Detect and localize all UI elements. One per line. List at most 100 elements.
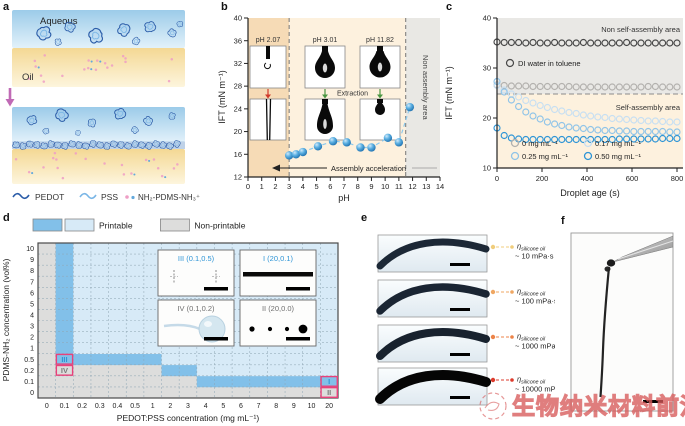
data-point [572,124,580,132]
data-point [515,82,523,90]
needle-icon [266,46,270,59]
y-axis-title: IFT (mN m⁻¹) [217,70,227,124]
phase-cell [320,342,339,355]
x-tick-label: 0 [495,174,499,183]
data-point [666,134,674,143]
y-tick-label: 30 [483,64,491,73]
legend-swatch [32,218,63,232]
phase-cell [73,331,92,343]
legend-marker-icon [505,58,515,68]
phase-cell [249,342,268,355]
x-tick-label: 1 [260,182,264,191]
data-point [644,117,652,125]
series-1 [493,81,681,91]
pss-squiggle-icon [79,192,97,200]
y-tick-label: 7 [30,279,34,286]
phase-cell [143,276,162,288]
data-point [651,117,659,125]
data-point [558,107,566,115]
data-point [666,83,674,91]
panel-label-d: d [3,212,10,224]
legend-marker-icon [583,138,593,148]
data-point [383,133,393,143]
tiny-stream-icon [263,62,271,70]
pdms-dot-icon [74,152,78,155]
phase-cell [108,265,127,277]
scale-bar [450,396,470,399]
x-tick-label: 11 [395,182,403,191]
phase-cell [55,386,74,399]
data-point [637,83,645,91]
data-point [500,86,508,94]
phase-cell [232,375,251,388]
data-point [651,127,659,136]
pdms-legend-label: NH₂-PDMS-NH₃⁺ [138,193,200,202]
panel-label-b: b [221,1,228,13]
pdms-head-dot-icon [148,159,151,162]
phase-cell [38,331,56,343]
phase-cell [90,254,109,266]
y-axis-title: IFT (mN m⁻¹) [444,66,454,120]
pdms-dot-icon [43,54,46,57]
inset-label: IV (0.1,0.2) [177,304,215,313]
y-tick-label: 32 [234,59,242,68]
pdms-dot-icon [130,172,133,175]
panel-f-fiber-photo [570,232,674,412]
condition-marker-box [55,353,74,365]
phase-cell [38,364,56,377]
legend-marker-icon [583,151,593,161]
data-point [644,135,652,143]
series-0 [493,38,681,47]
x-tick-label: 3 [186,403,190,410]
scale-bar [450,353,470,356]
phase-cell [285,375,304,388]
phase-cell [108,331,127,343]
data-point [637,39,645,47]
viscosity-dot-icon [490,289,496,295]
x-tick-label: 1 [151,403,155,410]
data-point [529,38,537,47]
ph-region [289,18,406,177]
phase-cell [73,353,92,366]
phase-cell [214,386,233,399]
photo-frame [570,232,674,412]
x-tick-label: 800 [671,174,684,183]
phase-cell [267,342,286,355]
phase-cell [55,287,74,299]
photo-content [599,235,673,398]
phase-cell [143,254,162,266]
x-tick-label: 7 [342,182,346,191]
phase-cell [73,265,92,277]
data-point [623,115,631,124]
ellipse-shape [323,119,327,129]
pdms-dot-icon [53,151,57,155]
phase-cell [214,353,233,366]
phase-cell [143,309,162,321]
y-tick-label: 0.1 [24,379,34,386]
data-point [615,83,623,91]
legend-label: Printable [99,221,133,231]
pdms-dot-icon [86,66,90,70]
assembly-acceleration-label: Assembly acceleration [331,164,406,173]
phase-cell [179,353,198,366]
pdms-dot-icon [33,59,37,63]
phase-cell [38,254,56,266]
data-point [594,135,602,144]
printed-fiber-arc [376,238,490,270]
phase-cell [320,254,339,266]
data-point [623,38,631,47]
phase-cell [143,386,162,399]
pdms-dot-icon [124,60,127,64]
x-tick-label: 9 [369,182,373,191]
phase-cell [55,265,74,277]
pdms-dot-icon [51,156,55,160]
x-tick-label: 4 [204,403,208,410]
phase-cell [108,342,127,355]
pdms-dot-icon [42,80,46,83]
phase-cell [126,331,145,343]
needle-icon [377,46,383,51]
y-tick-label: 10 [483,164,491,173]
pdms-dot-icon [27,170,31,174]
data-point [594,113,602,121]
tspan-shape: silicone oil [521,291,546,297]
